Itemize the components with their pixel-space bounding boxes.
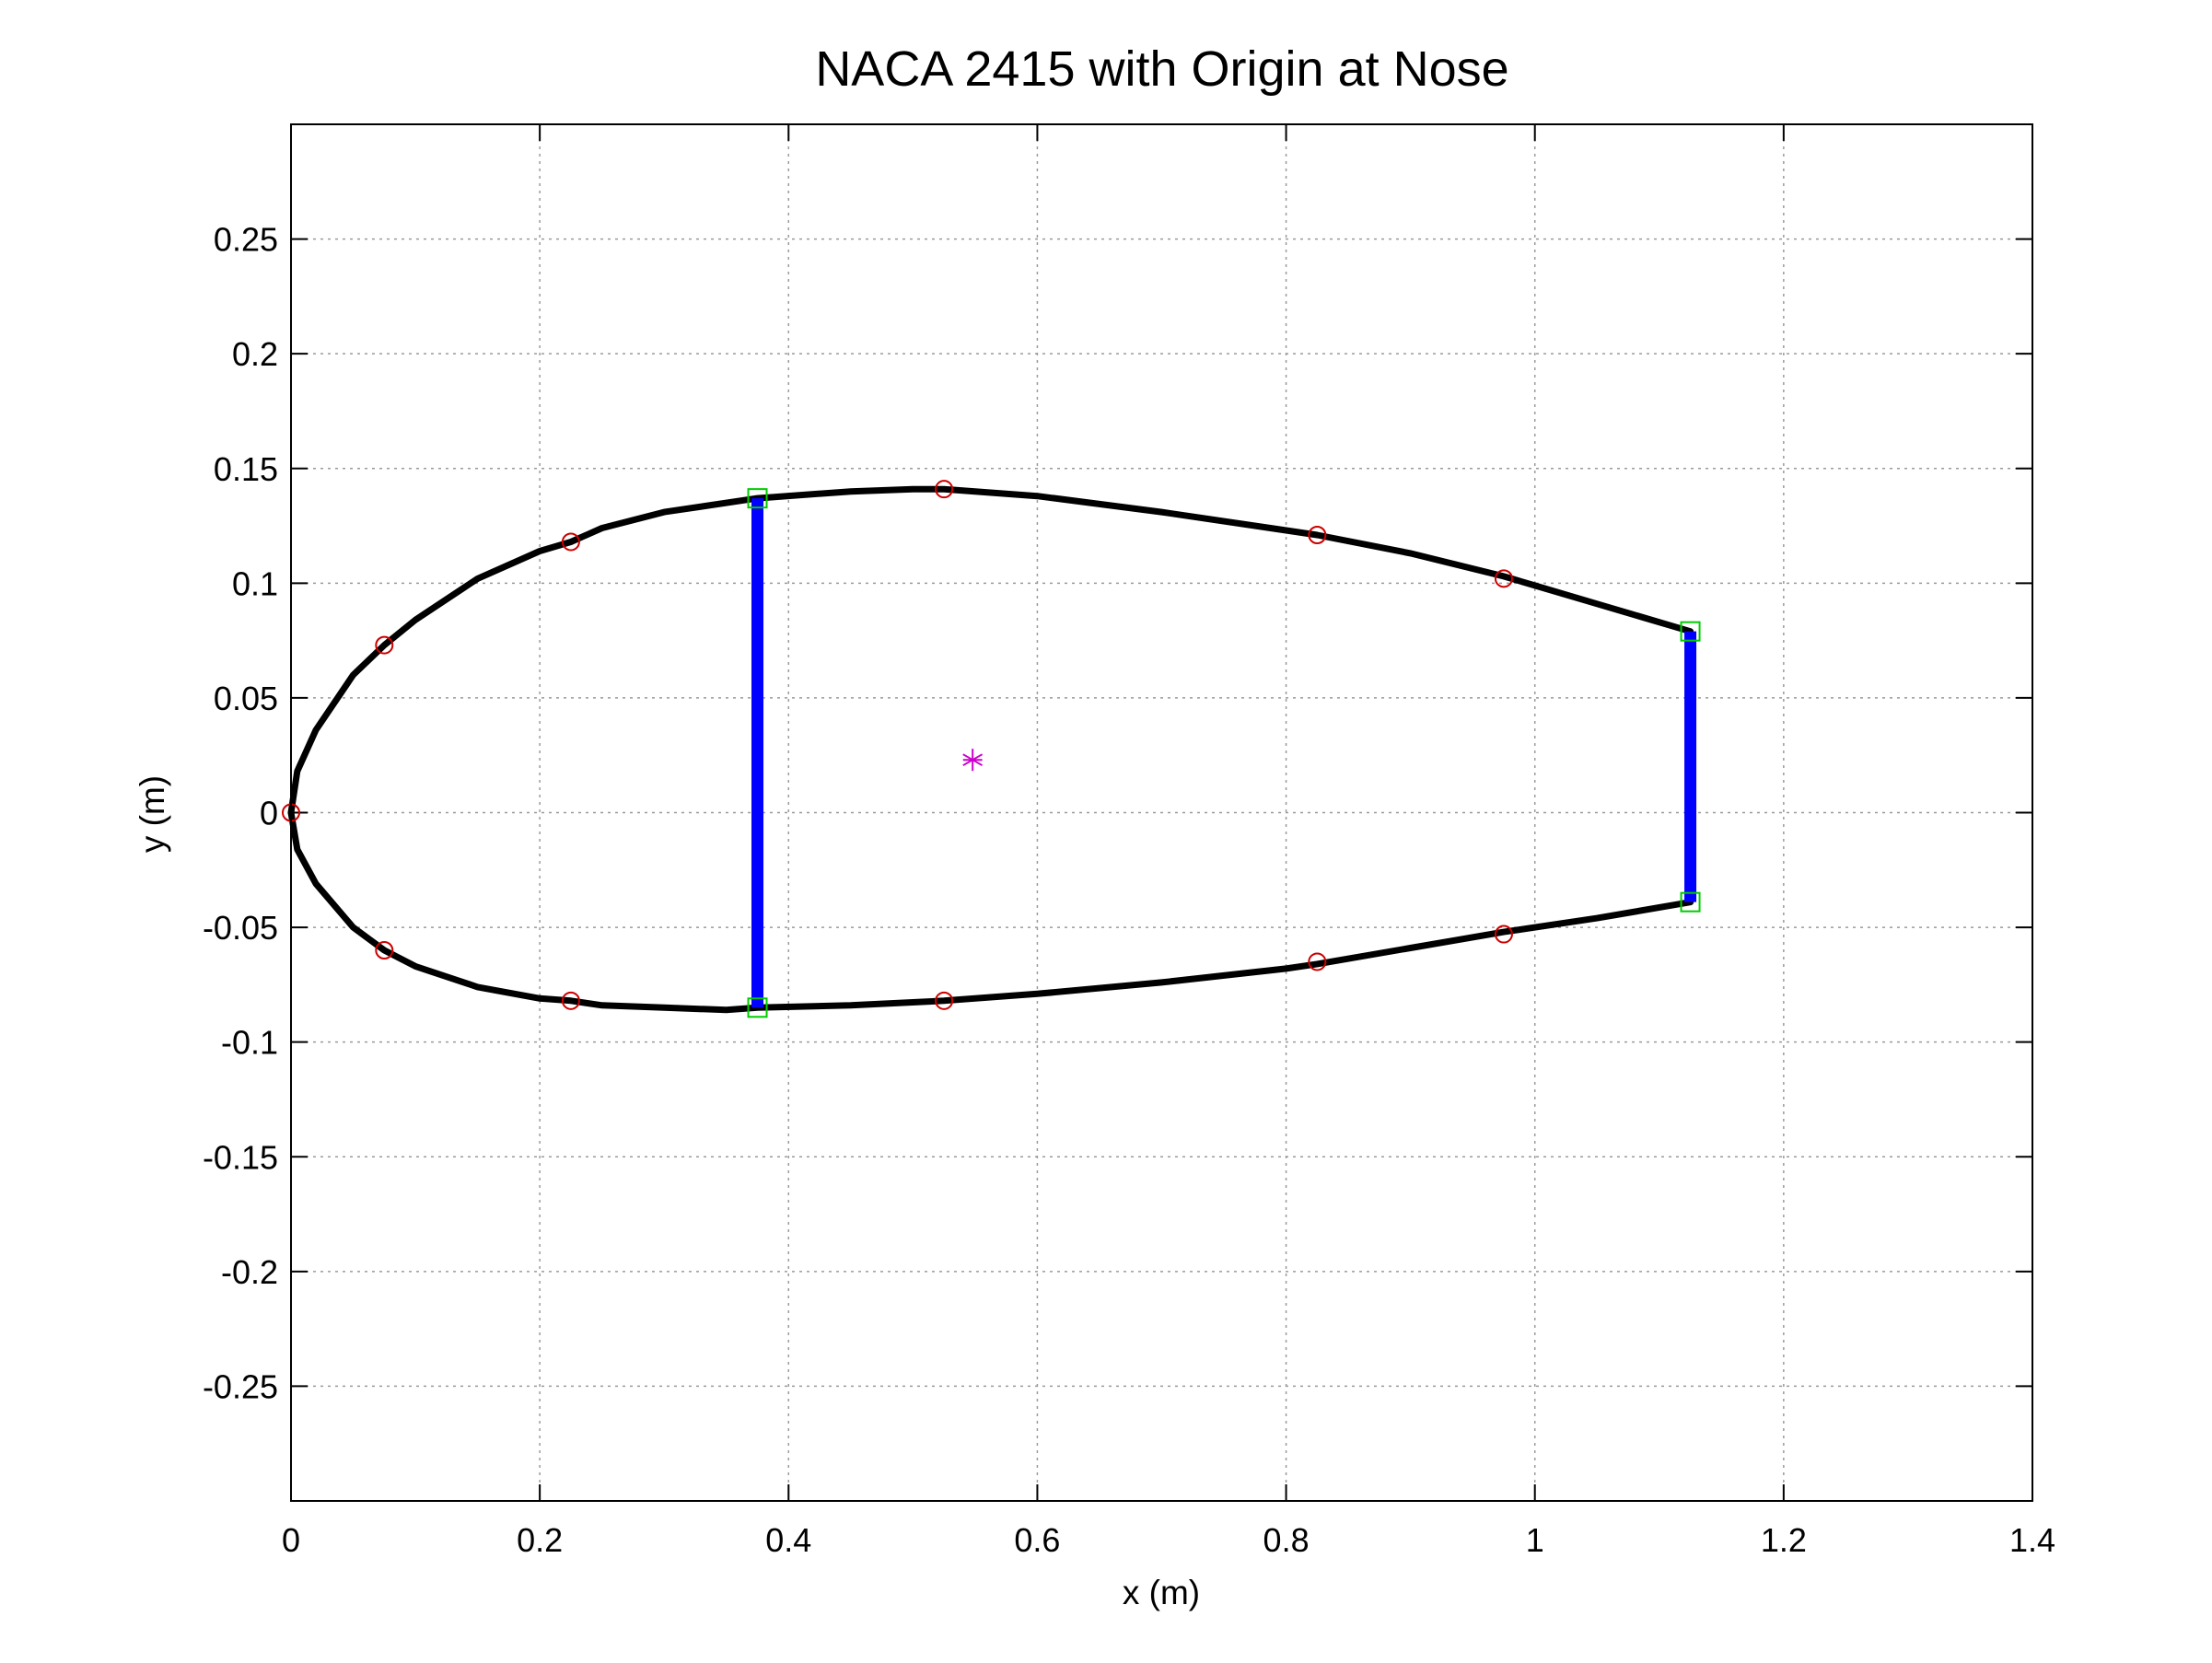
stringer-marker — [935, 480, 954, 499]
x-tick-label: 0.8 — [1263, 1521, 1310, 1559]
y-axis-label: y (m) — [134, 775, 171, 853]
stringer-marker — [561, 532, 580, 552]
airfoil-profile-line — [287, 485, 1694, 816]
axes-box — [290, 123, 2033, 1502]
chart-title: NACA 2415 with Origin at Nose — [815, 41, 1508, 97]
stringer-marker — [1494, 925, 1513, 944]
stringer-marker — [375, 941, 394, 959]
spar-cap-marker — [1680, 621, 1701, 642]
x-axis-label: x (m) — [1123, 1574, 1200, 1611]
spar-cap-marker — [747, 488, 768, 509]
x-tick-label: 0 — [282, 1521, 300, 1559]
y-tick-label: -0.25 — [203, 1367, 278, 1405]
x-tick-label: 1.2 — [1761, 1521, 1807, 1559]
airfoil-profile-line — [287, 809, 1694, 1014]
y-tick-label: 0.25 — [214, 221, 278, 259]
x-tick-label: 0.6 — [1014, 1521, 1060, 1559]
grid — [291, 124, 2032, 1501]
y-tick-label: 0.15 — [214, 450, 278, 488]
x-tick-label: 1.4 — [2009, 1521, 2055, 1559]
x-tick-labels: 0 0.2 0.4 0.6 0.8 1 1.2 1.4 — [282, 1521, 2055, 1559]
stringer-marker — [935, 991, 954, 1010]
x-tick-label: 0.4 — [765, 1521, 811, 1559]
stringer-marker — [1308, 952, 1327, 971]
y-tick-label: -0.1 — [221, 1024, 278, 1062]
y-tick-label: 0.2 — [232, 335, 278, 373]
spar-cap-marker — [1680, 891, 1701, 913]
stringer-marker — [561, 991, 580, 1010]
centroid-marker — [962, 749, 984, 772]
y-tick-label: -0.15 — [203, 1138, 278, 1176]
y-tick-label: 0 — [260, 795, 278, 832]
y-tick-label: -0.05 — [203, 909, 278, 947]
x-tick-label: 0.2 — [517, 1521, 563, 1559]
spar-cap-marker — [747, 997, 768, 1018]
y-tick-label: 0.1 — [232, 564, 278, 602]
stringer-marker — [1308, 526, 1327, 545]
stringer-marker — [375, 635, 394, 655]
y-tick-label: -0.2 — [221, 1253, 278, 1291]
x-tick-label: 1 — [1526, 1521, 1544, 1559]
stringer-marker — [1494, 569, 1513, 588]
y-tick-labels: -0.25 -0.2 -0.15 -0.1 -0.05 0 0.05 0.1 0.15 0.2 0.… — [203, 221, 278, 1406]
plot-marks — [282, 480, 1701, 1018]
y-tick-label: 0.05 — [214, 680, 278, 717]
